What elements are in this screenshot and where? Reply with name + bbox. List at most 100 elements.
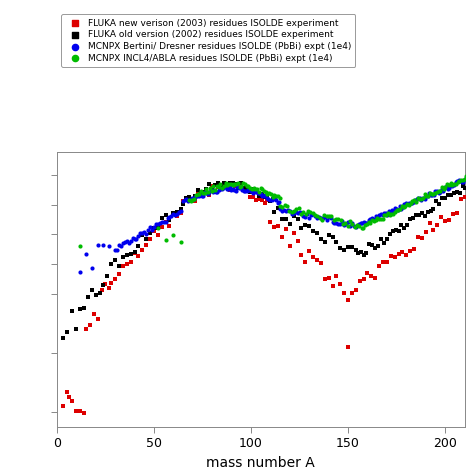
FLUKA old version (2002) residues ISOLDE experiment bbox=[337, 244, 344, 252]
FLUKA old version (2002) residues ISOLDE experiment bbox=[211, 181, 219, 189]
FLUKA new verison (2003) residues ISOLDE experiment bbox=[69, 397, 76, 404]
FLUKA old version (2002) residues ISOLDE experiment bbox=[249, 185, 257, 193]
MCNPX Bertini/ Dresner residues ISOLDE (PbBi) expt (1e4) bbox=[201, 188, 209, 196]
MCNPX Bertini/ Dresner residues ISOLDE (PbBi) expt (1e4) bbox=[305, 214, 313, 221]
MCNPX Bertini/ Dresner residues ISOLDE (PbBi) expt (1e4) bbox=[458, 178, 465, 185]
FLUKA old version (2002) residues ISOLDE experiment bbox=[447, 191, 455, 199]
MCNPX Bertini/ Dresner residues ISOLDE (PbBi) expt (1e4) bbox=[207, 187, 215, 194]
FLUKA new verison (2003) residues ISOLDE experiment bbox=[90, 310, 98, 318]
MCNPX Bertini/ Dresner residues ISOLDE (PbBi) expt (1e4) bbox=[455, 177, 463, 184]
MCNPX Bertini/ Dresner residues ISOLDE (PbBi) expt (1e4) bbox=[172, 211, 179, 219]
MCNPX INCL4/ABLA residues ISOLDE (PbBi) expt (1e4) bbox=[258, 185, 266, 192]
FLUKA new verison (2003) residues ISOLDE experiment bbox=[177, 210, 185, 217]
FLUKA old version (2002) residues ISOLDE experiment bbox=[119, 253, 127, 261]
FLUKA new verison (2003) residues ISOLDE experiment bbox=[418, 235, 426, 242]
FLUKA old version (2002) residues ISOLDE experiment bbox=[403, 221, 411, 229]
FLUKA old version (2002) residues ISOLDE experiment bbox=[360, 251, 367, 259]
MCNPX Bertini/ Dresner residues ISOLDE (PbBi) expt (1e4) bbox=[452, 179, 459, 186]
MCNPX Bertini/ Dresner residues ISOLDE (PbBi) expt (1e4) bbox=[224, 186, 232, 193]
MCNPX INCL4/ABLA residues ISOLDE (PbBi) expt (1e4) bbox=[332, 215, 340, 223]
FLUKA new verison (2003) residues ISOLDE experiment bbox=[313, 256, 321, 264]
FLUKA new verison (2003) residues ISOLDE experiment bbox=[197, 191, 204, 199]
FLUKA new verison (2003) residues ISOLDE experiment bbox=[211, 187, 219, 195]
MCNPX INCL4/ABLA residues ISOLDE (PbBi) expt (1e4) bbox=[232, 181, 240, 188]
MCNPX Bertini/ Dresner residues ISOLDE (PbBi) expt (1e4) bbox=[113, 246, 121, 254]
FLUKA old version (2002) residues ISOLDE experiment bbox=[401, 224, 408, 231]
FLUKA old version (2002) residues ISOLDE experiment bbox=[103, 273, 111, 280]
FLUKA old version (2002) residues ISOLDE experiment bbox=[348, 244, 356, 251]
MCNPX INCL4/ABLA residues ISOLDE (PbBi) expt (1e4) bbox=[264, 191, 271, 198]
FLUKA new verison (2003) residues ISOLDE experiment bbox=[232, 182, 239, 190]
MCNPX Bertini/ Dresner residues ISOLDE (PbBi) expt (1e4) bbox=[106, 242, 113, 250]
FLUKA new verison (2003) residues ISOLDE experiment bbox=[154, 231, 162, 239]
MCNPX Bertini/ Dresner residues ISOLDE (PbBi) expt (1e4) bbox=[210, 186, 218, 194]
MCNPX Bertini/ Dresner residues ISOLDE (PbBi) expt (1e4) bbox=[402, 200, 410, 207]
MCNPX Bertini/ Dresner residues ISOLDE (PbBi) expt (1e4) bbox=[366, 215, 374, 223]
MCNPX Bertini/ Dresner residues ISOLDE (PbBi) expt (1e4) bbox=[198, 192, 206, 200]
FLUKA old version (2002) residues ISOLDE experiment bbox=[278, 215, 286, 223]
MCNPX INCL4/ABLA residues ISOLDE (PbBi) expt (1e4) bbox=[417, 196, 425, 203]
MCNPX Bertini/ Dresner residues ISOLDE (PbBi) expt (1e4) bbox=[269, 194, 277, 201]
FLUKA old version (2002) residues ISOLDE experiment bbox=[185, 193, 192, 201]
MCNPX Bertini/ Dresner residues ISOLDE (PbBi) expt (1e4) bbox=[127, 237, 135, 245]
MCNPX Bertini/ Dresner residues ISOLDE (PbBi) expt (1e4) bbox=[368, 214, 375, 221]
MCNPX Bertini/ Dresner residues ISOLDE (PbBi) expt (1e4) bbox=[206, 188, 213, 196]
FLUKA old version (2002) residues ISOLDE experiment bbox=[415, 211, 423, 219]
MCNPX INCL4/ABLA residues ISOLDE (PbBi) expt (1e4) bbox=[435, 188, 442, 195]
MCNPX Bertini/ Dresner residues ISOLDE (PbBi) expt (1e4) bbox=[346, 222, 354, 230]
MCNPX INCL4/ABLA residues ISOLDE (PbBi) expt (1e4) bbox=[419, 194, 427, 201]
MCNPX Bertini/ Dresner residues ISOLDE (PbBi) expt (1e4) bbox=[354, 221, 362, 228]
MCNPX Bertini/ Dresner residues ISOLDE (PbBi) expt (1e4) bbox=[371, 215, 379, 223]
MCNPX Bertini/ Dresner residues ISOLDE (PbBi) expt (1e4) bbox=[333, 219, 340, 227]
FLUKA old version (2002) residues ISOLDE experiment bbox=[409, 215, 417, 222]
FLUKA old version (2002) residues ISOLDE experiment bbox=[237, 180, 245, 187]
FLUKA old version (2002) residues ISOLDE experiment bbox=[194, 186, 201, 193]
MCNPX Bertini/ Dresner residues ISOLDE (PbBi) expt (1e4) bbox=[221, 183, 229, 191]
MCNPX Bertini/ Dresner residues ISOLDE (PbBi) expt (1e4) bbox=[146, 223, 154, 231]
MCNPX Bertini/ Dresner residues ISOLDE (PbBi) expt (1e4) bbox=[416, 194, 424, 201]
MCNPX Bertini/ Dresner residues ISOLDE (PbBi) expt (1e4) bbox=[374, 214, 382, 221]
MCNPX INCL4/ABLA residues ISOLDE (PbBi) expt (1e4) bbox=[461, 175, 468, 182]
MCNPX Bertini/ Dresner residues ISOLDE (PbBi) expt (1e4) bbox=[335, 220, 342, 228]
MCNPX Bertini/ Dresner residues ISOLDE (PbBi) expt (1e4) bbox=[331, 219, 338, 227]
MCNPX Bertini/ Dresner residues ISOLDE (PbBi) expt (1e4) bbox=[329, 218, 337, 226]
MCNPX Bertini/ Dresner residues ISOLDE (PbBi) expt (1e4) bbox=[363, 219, 371, 227]
MCNPX Bertini/ Dresner residues ISOLDE (PbBi) expt (1e4) bbox=[301, 213, 309, 220]
MCNPX INCL4/ABLA residues ISOLDE (PbBi) expt (1e4) bbox=[271, 191, 278, 199]
FLUKA new verison (2003) residues ISOLDE experiment bbox=[282, 225, 290, 233]
MCNPX INCL4/ABLA residues ISOLDE (PbBi) expt (1e4) bbox=[440, 185, 447, 192]
MCNPX INCL4/ABLA residues ISOLDE (PbBi) expt (1e4) bbox=[239, 180, 247, 187]
FLUKA old version (2002) residues ISOLDE experiment bbox=[406, 216, 414, 223]
FLUKA new verison (2003) residues ISOLDE experiment bbox=[387, 252, 394, 260]
FLUKA old version (2002) residues ISOLDE experiment bbox=[329, 233, 337, 241]
MCNPX Bertini/ Dresner residues ISOLDE (PbBi) expt (1e4) bbox=[200, 192, 207, 200]
FLUKA old version (2002) residues ISOLDE experiment bbox=[226, 180, 233, 187]
FLUKA old version (2002) residues ISOLDE experiment bbox=[441, 194, 449, 202]
MCNPX INCL4/ABLA residues ISOLDE (PbBi) expt (1e4) bbox=[245, 182, 252, 190]
MCNPX INCL4/ABLA residues ISOLDE (PbBi) expt (1e4) bbox=[442, 183, 449, 191]
MCNPX Bertini/ Dresner residues ISOLDE (PbBi) expt (1e4) bbox=[360, 218, 368, 226]
MCNPX Bertini/ Dresner residues ISOLDE (PbBi) expt (1e4) bbox=[303, 210, 311, 218]
MCNPX INCL4/ABLA residues ISOLDE (PbBi) expt (1e4) bbox=[383, 211, 390, 219]
FLUKA old version (2002) residues ISOLDE experiment bbox=[142, 235, 150, 243]
FLUKA old version (2002) residues ISOLDE experiment bbox=[100, 282, 107, 289]
FLUKA old version (2002) residues ISOLDE experiment bbox=[310, 227, 317, 235]
MCNPX Bertini/ Dresner residues ISOLDE (PbBi) expt (1e4) bbox=[275, 198, 283, 205]
FLUKA old version (2002) residues ISOLDE experiment bbox=[363, 249, 370, 256]
FLUKA new verison (2003) residues ISOLDE experiment bbox=[274, 222, 282, 230]
MCNPX INCL4/ABLA residues ISOLDE (PbBi) expt (1e4) bbox=[377, 216, 384, 223]
FLUKA new verison (2003) residues ISOLDE experiment bbox=[438, 213, 445, 220]
MCNPX Bertini/ Dresner residues ISOLDE (PbBi) expt (1e4) bbox=[217, 185, 224, 193]
MCNPX Bertini/ Dresner residues ISOLDE (PbBi) expt (1e4) bbox=[190, 195, 198, 203]
MCNPX Bertini/ Dresner residues ISOLDE (PbBi) expt (1e4) bbox=[278, 208, 286, 215]
MCNPX Bertini/ Dresner residues ISOLDE (PbBi) expt (1e4) bbox=[415, 195, 422, 202]
FLUKA new verison (2003) residues ISOLDE experiment bbox=[86, 321, 94, 329]
MCNPX Bertini/ Dresner residues ISOLDE (PbBi) expt (1e4) bbox=[411, 197, 419, 204]
FLUKA old version (2002) residues ISOLDE experiment bbox=[146, 229, 154, 237]
FLUKA new verison (2003) residues ISOLDE experiment bbox=[290, 229, 298, 237]
MCNPX INCL4/ABLA residues ISOLDE (PbBi) expt (1e4) bbox=[422, 192, 430, 200]
MCNPX INCL4/ABLA residues ISOLDE (PbBi) expt (1e4) bbox=[265, 189, 273, 196]
MCNPX Bertini/ Dresner residues ISOLDE (PbBi) expt (1e4) bbox=[209, 189, 216, 196]
FLUKA new verison (2003) residues ISOLDE experiment bbox=[255, 195, 263, 203]
MCNPX INCL4/ABLA residues ISOLDE (PbBi) expt (1e4) bbox=[229, 181, 237, 189]
